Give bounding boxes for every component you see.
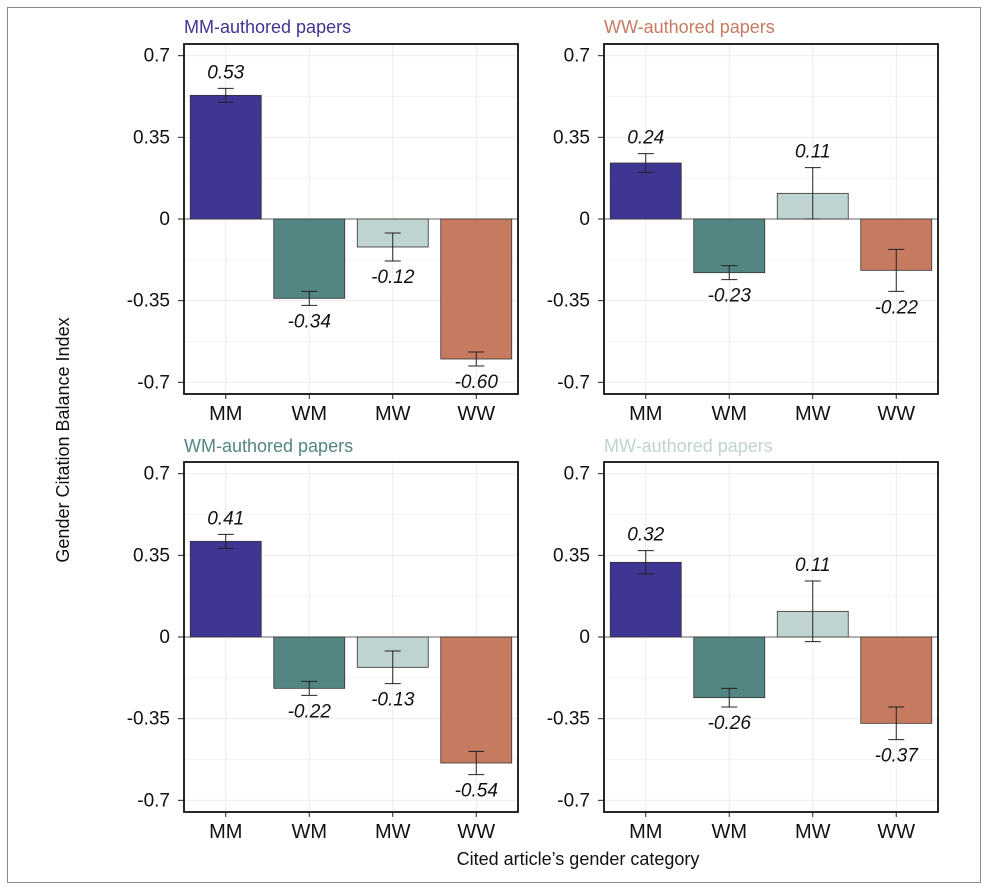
panel-1-bar-wm: [273, 218, 346, 299]
panel-2-y-tick-zero: 0: [579, 209, 590, 230]
panel-2-data-label-ww: -0.22: [875, 297, 919, 318]
panel-3-x-tick-ww: WW: [457, 821, 495, 843]
panel-1-data-label-mm: 0.53: [207, 62, 244, 83]
panel-4-bar-mm: [609, 561, 682, 638]
x-axis-label: Cited article’s gender category: [457, 849, 700, 869]
panel-1-data-label-ww: -0.60: [455, 372, 499, 393]
panel-2-title: WW-authored papers: [604, 17, 775, 37]
panel-4-x-tick-mw: MW: [795, 821, 831, 843]
panel-2-bar-wm: [693, 218, 766, 274]
panel-4-x-tick-mm: MM: [629, 821, 662, 843]
panel-2-x-tick-ww: WW: [877, 403, 915, 425]
panel-3-y-tick-m07: -0.7: [137, 790, 170, 811]
panel-4-x-tick-wm: WM: [711, 821, 747, 843]
panel-2-border: [603, 43, 939, 395]
panel-3-bar-mm: [189, 540, 262, 638]
panel-3-data-label-mm: 0.41: [207, 508, 244, 529]
panel-1-y-tick-m035: -0.35: [127, 291, 170, 312]
panel-2-x-tick-mm: MM: [629, 403, 662, 425]
panel-1-data-label-wm: -0.34: [288, 311, 331, 332]
panel-2-y-tick-p07: 0.7: [564, 46, 590, 67]
panel-4-title: MW-authored papers: [604, 436, 773, 456]
panel-3-data-label-ww: -0.54: [455, 781, 498, 802]
panel-1-x-tick-wm: WM: [291, 403, 327, 425]
panel-3-x-tick-wm: WM: [291, 821, 327, 843]
panel-3-y-tick-p035: 0.35: [133, 545, 170, 566]
panel-1-y-tick-p07: 0.7: [144, 46, 170, 67]
panel-3-border: [183, 461, 519, 813]
panel-2-x-tick-wm: WM: [711, 403, 747, 425]
panel-4-bar-wm: [693, 636, 766, 699]
panel-4-border: [603, 461, 939, 813]
figure-frame: [7, 7, 981, 883]
panel-4-data-label-mw: 0.11: [795, 555, 831, 576]
panel-4-y-tick-m07: -0.7: [557, 790, 590, 811]
panel-3-x-tick-mm: MM: [209, 821, 242, 843]
panel-3-y-tick-zero: 0: [159, 627, 170, 648]
panel-1-data-label-mw: -0.12: [371, 267, 415, 288]
panel-3-y-tick-m035: -0.35: [127, 709, 170, 730]
panel-1-title: MM-authored papers: [184, 17, 351, 37]
y-axis-label: Gender Citation Balance Index: [53, 317, 73, 562]
panel-4-y-tick-m035: -0.35: [547, 709, 590, 730]
panel-1-y-tick-m07: -0.7: [137, 372, 170, 393]
panel-2-data-label-mw: 0.11: [795, 142, 831, 163]
panel-2-data-label-mm: 0.24: [627, 128, 664, 149]
panel-4-y-tick-p07: 0.7: [564, 464, 590, 485]
panel-3-bar-ww: [440, 636, 513, 764]
panel-1-x-tick-ww: WW: [457, 403, 495, 425]
panel-2-data-label-wm: -0.23: [708, 286, 752, 307]
panel-1-y-tick-zero: 0: [159, 209, 170, 230]
panel-4-data-label-wm: -0.26: [708, 713, 752, 734]
panel-2-y-tick-m07: -0.7: [557, 372, 590, 393]
panel-1-x-tick-mm: MM: [209, 403, 242, 425]
panel-2-x-tick-mw: MW: [795, 403, 831, 425]
panel-4-data-label-ww: -0.37: [875, 746, 920, 767]
panel-4-y-tick-zero: 0: [579, 627, 590, 648]
panel-1-x-tick-mw: MW: [375, 403, 411, 425]
panel-4-data-label-mm: 0.32: [627, 525, 664, 546]
panel-3-title: WM-authored papers: [184, 436, 353, 456]
panel-1-border: [183, 43, 519, 395]
panel-3-y-tick-p07: 0.7: [144, 464, 170, 485]
panel-3-bar-wm: [273, 636, 346, 689]
panel-4-y-tick-p035: 0.35: [553, 545, 590, 566]
panel-3-data-label-mw: -0.13: [371, 690, 415, 711]
panel-3-x-tick-mw: MW: [375, 821, 411, 843]
panel-1-y-tick-p035: 0.35: [133, 127, 170, 148]
panel-2-y-tick-m035: -0.35: [547, 291, 590, 312]
panel-3-data-label-wm: -0.22: [288, 701, 332, 722]
panel-4-x-tick-ww: WW: [877, 821, 915, 843]
panel-1-bar-mm: [189, 94, 262, 220]
panel-2-y-tick-p035: 0.35: [553, 127, 590, 148]
panel-1-bar-ww: [440, 218, 513, 360]
